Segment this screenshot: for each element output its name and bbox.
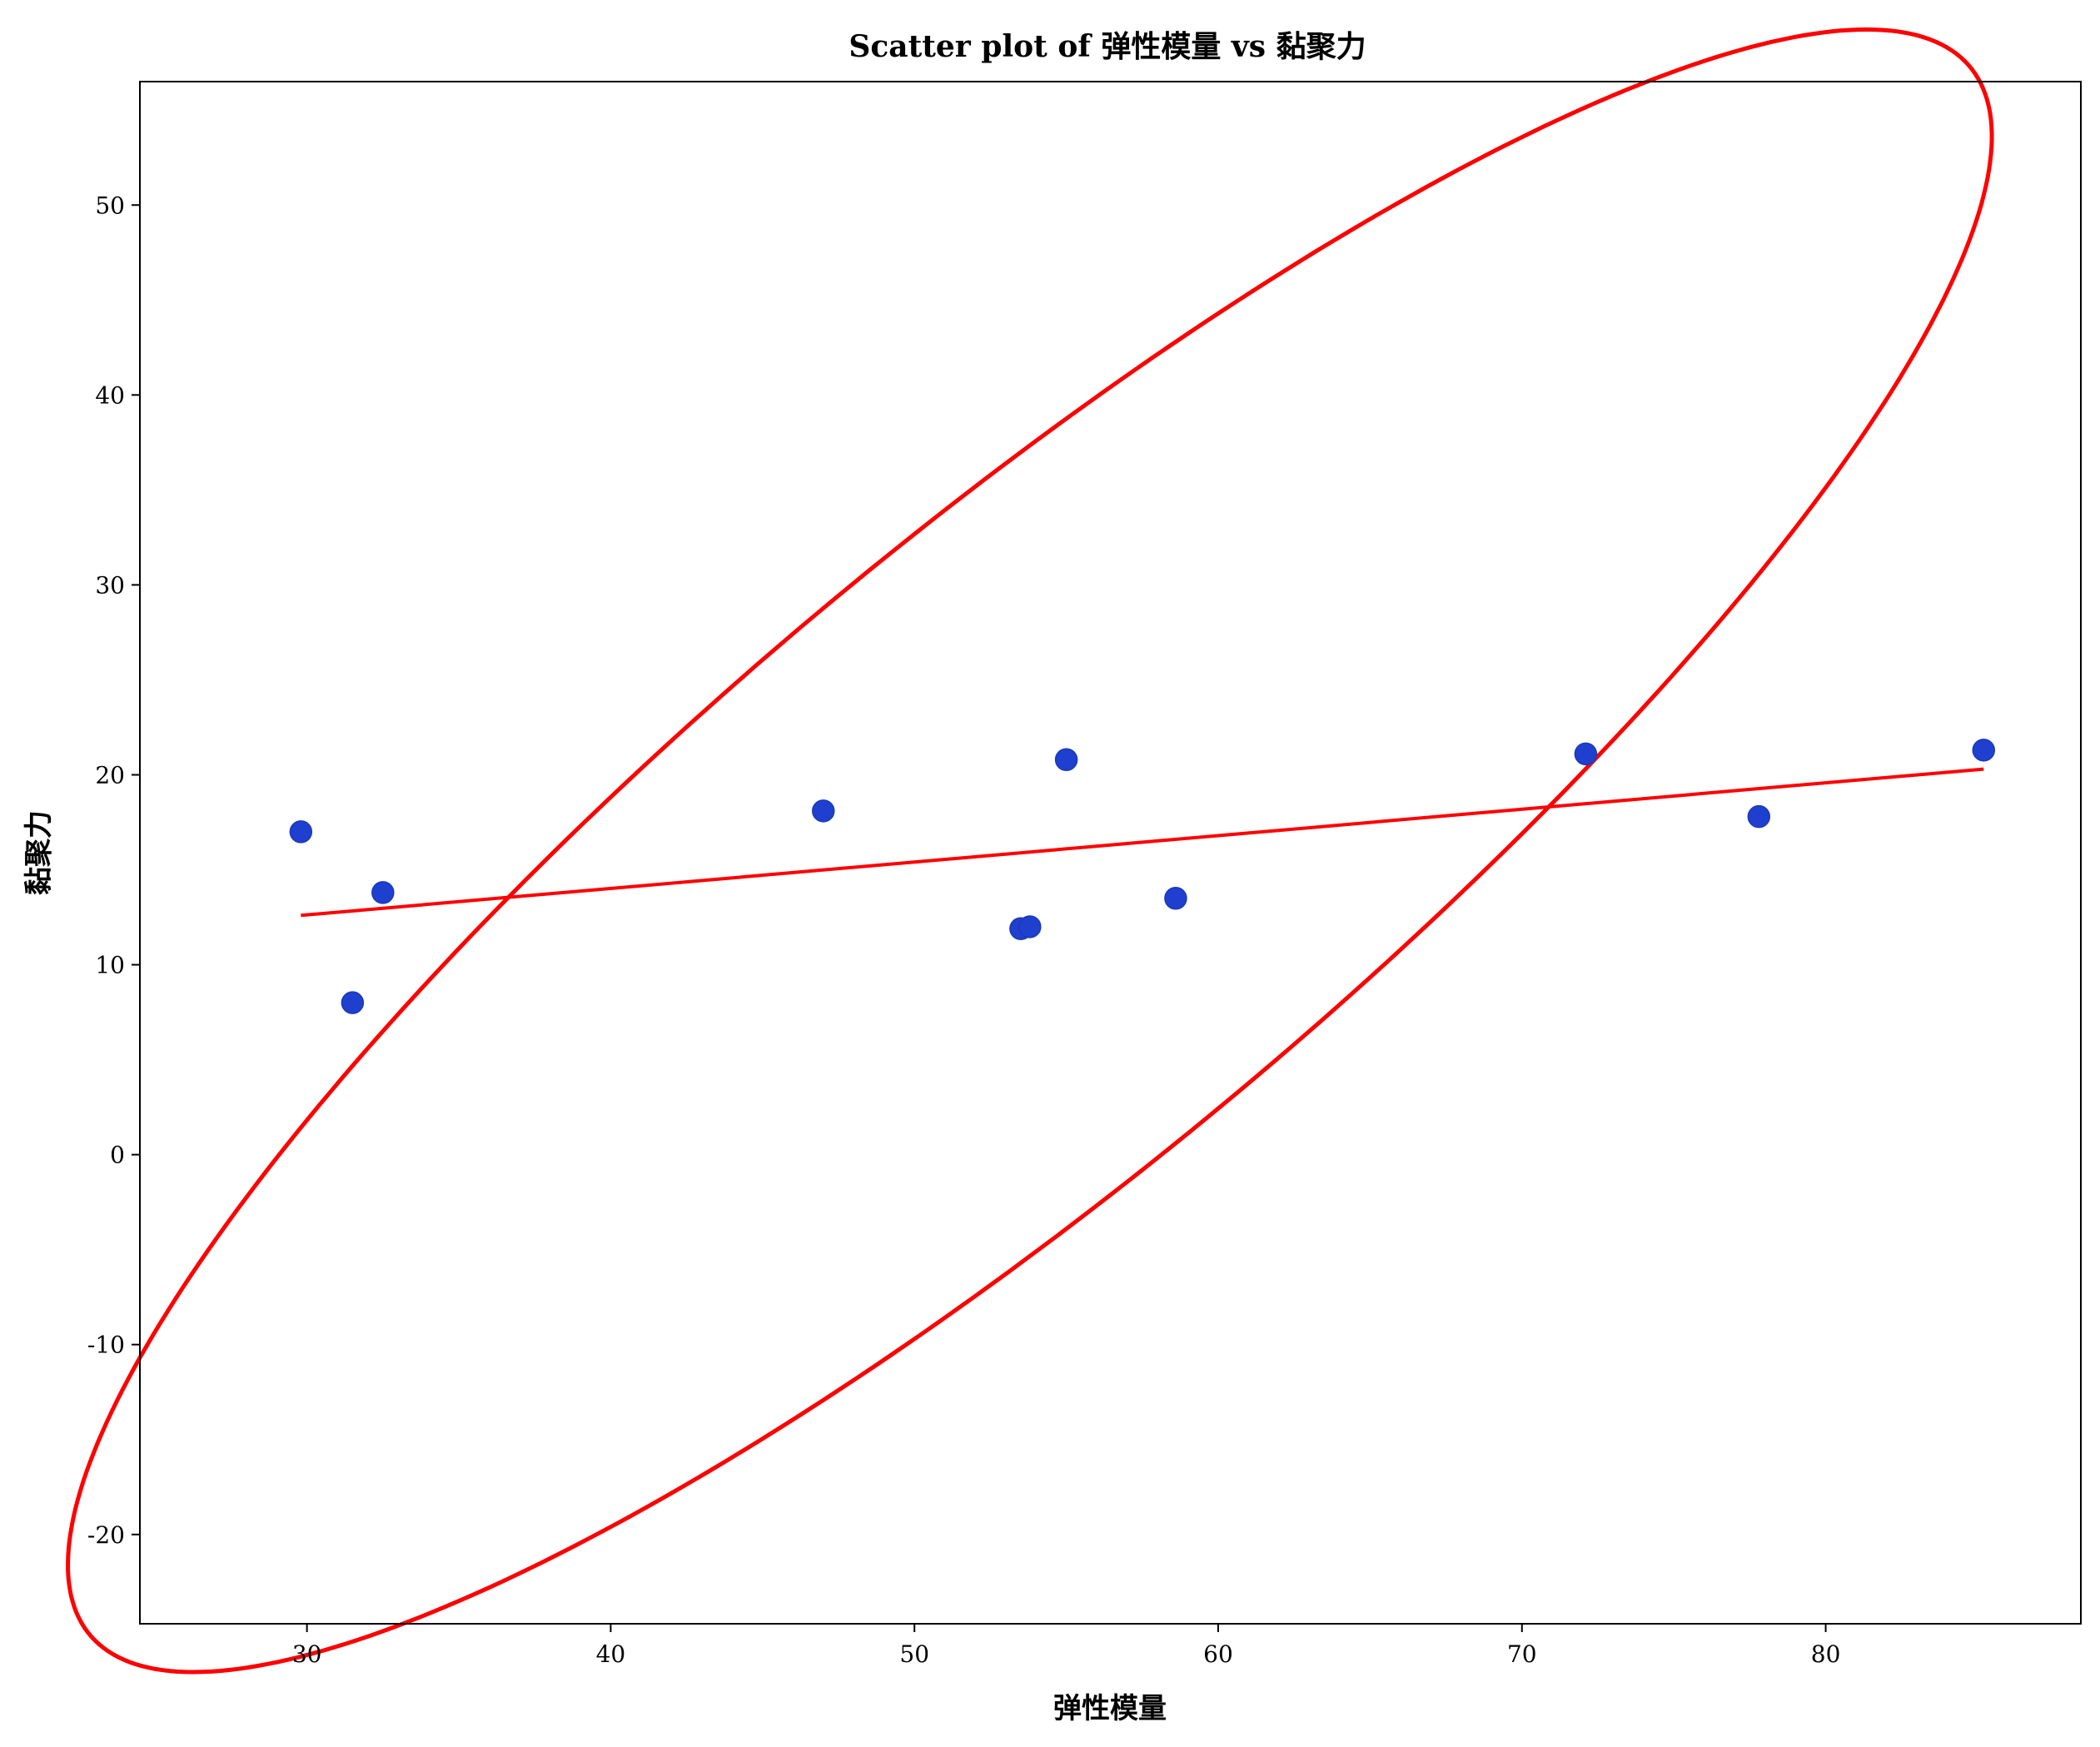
chart-title: Scatter plot of 弹性模量 vs 黏聚力 [848, 29, 1366, 64]
scatter-point [1164, 886, 1187, 910]
y-tick-label: -20 [87, 1521, 125, 1549]
y-tick-label: 20 [95, 761, 125, 789]
x-tick-label: 40 [596, 1640, 626, 1668]
x-tick-label: 70 [1507, 1640, 1537, 1668]
scatter-point [812, 799, 835, 823]
y-tick-label: 50 [95, 192, 125, 219]
y-axis-label: 黏聚力 [22, 810, 56, 895]
x-tick-label: 60 [1203, 1640, 1233, 1668]
regression-line [301, 767, 1984, 918]
x-tick-label: 30 [292, 1640, 322, 1668]
plot-area [66, 27, 1996, 1675]
y-tick-label: -10 [87, 1331, 125, 1359]
scatter-point [341, 991, 365, 1014]
scatter-point [1574, 742, 1598, 766]
x-tick-label: 80 [1811, 1640, 1841, 1668]
y-tick-label: 0 [110, 1142, 125, 1169]
scatter-point [1972, 739, 1996, 762]
scatter-point [1018, 915, 1042, 938]
y-tick-label: 10 [95, 952, 125, 979]
scatter-point [1747, 804, 1771, 829]
confidence-ellipse [66, 27, 1994, 1675]
scatter-point [289, 820, 313, 844]
axes: 30 40 50 60 70 80 -20 -10 0 10 20 30 40 50 [87, 192, 1840, 1668]
x-axis-label: 弹性模量 [1053, 1692, 1167, 1725]
x-tick-label: 50 [899, 1640, 929, 1668]
y-tick-label: 40 [95, 381, 125, 409]
plot-frame [139, 81, 2082, 1625]
scatter-point [371, 881, 395, 904]
y-tick-label: 30 [95, 571, 125, 599]
scatter-point [1054, 748, 1078, 771]
